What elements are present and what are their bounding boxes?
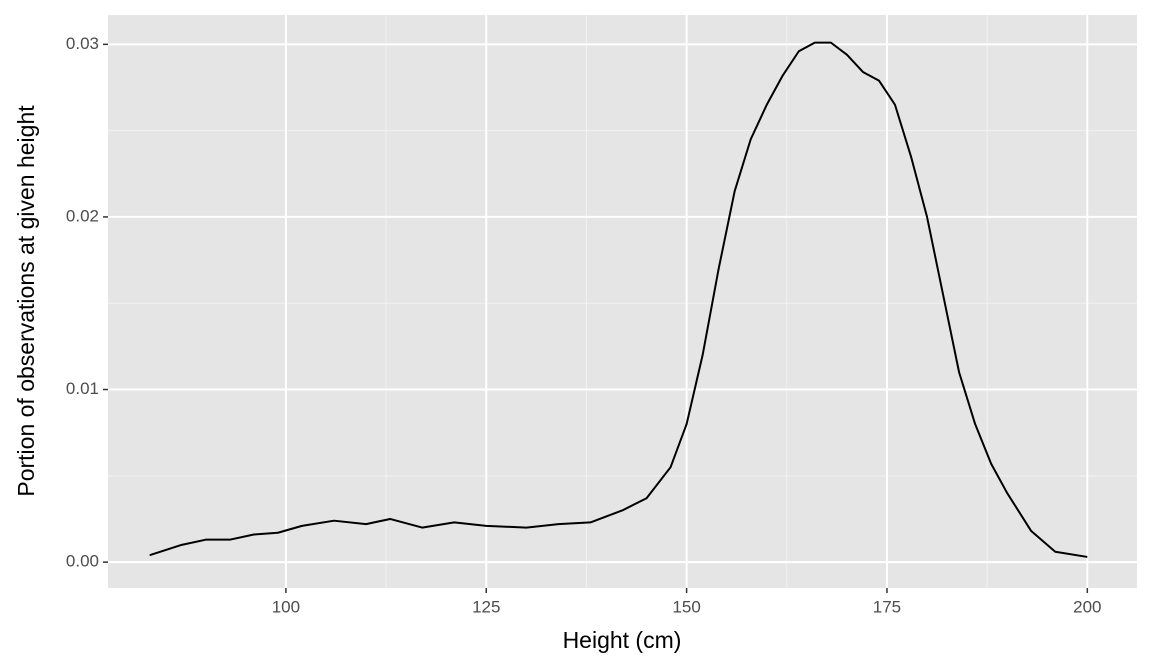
x-tick-label: 125	[472, 597, 500, 616]
x-axis-title: Height (cm)	[563, 627, 682, 653]
density-line	[149, 41, 1088, 558]
y-tick-label: 0.02	[66, 206, 99, 225]
x-tick-label: 150	[672, 597, 700, 616]
y-axis-title: Portion of observations at given height	[13, 105, 39, 497]
x-tick-label: 175	[873, 597, 901, 616]
x-tick-label: 200	[1073, 597, 1101, 616]
y-tick-label: 0.03	[66, 34, 99, 53]
x-tick-label: 100	[272, 597, 300, 616]
y-tick-label: 0.01	[66, 379, 99, 398]
panel	[108, 15, 1137, 588]
y-tick-label: 0.00	[66, 552, 99, 571]
